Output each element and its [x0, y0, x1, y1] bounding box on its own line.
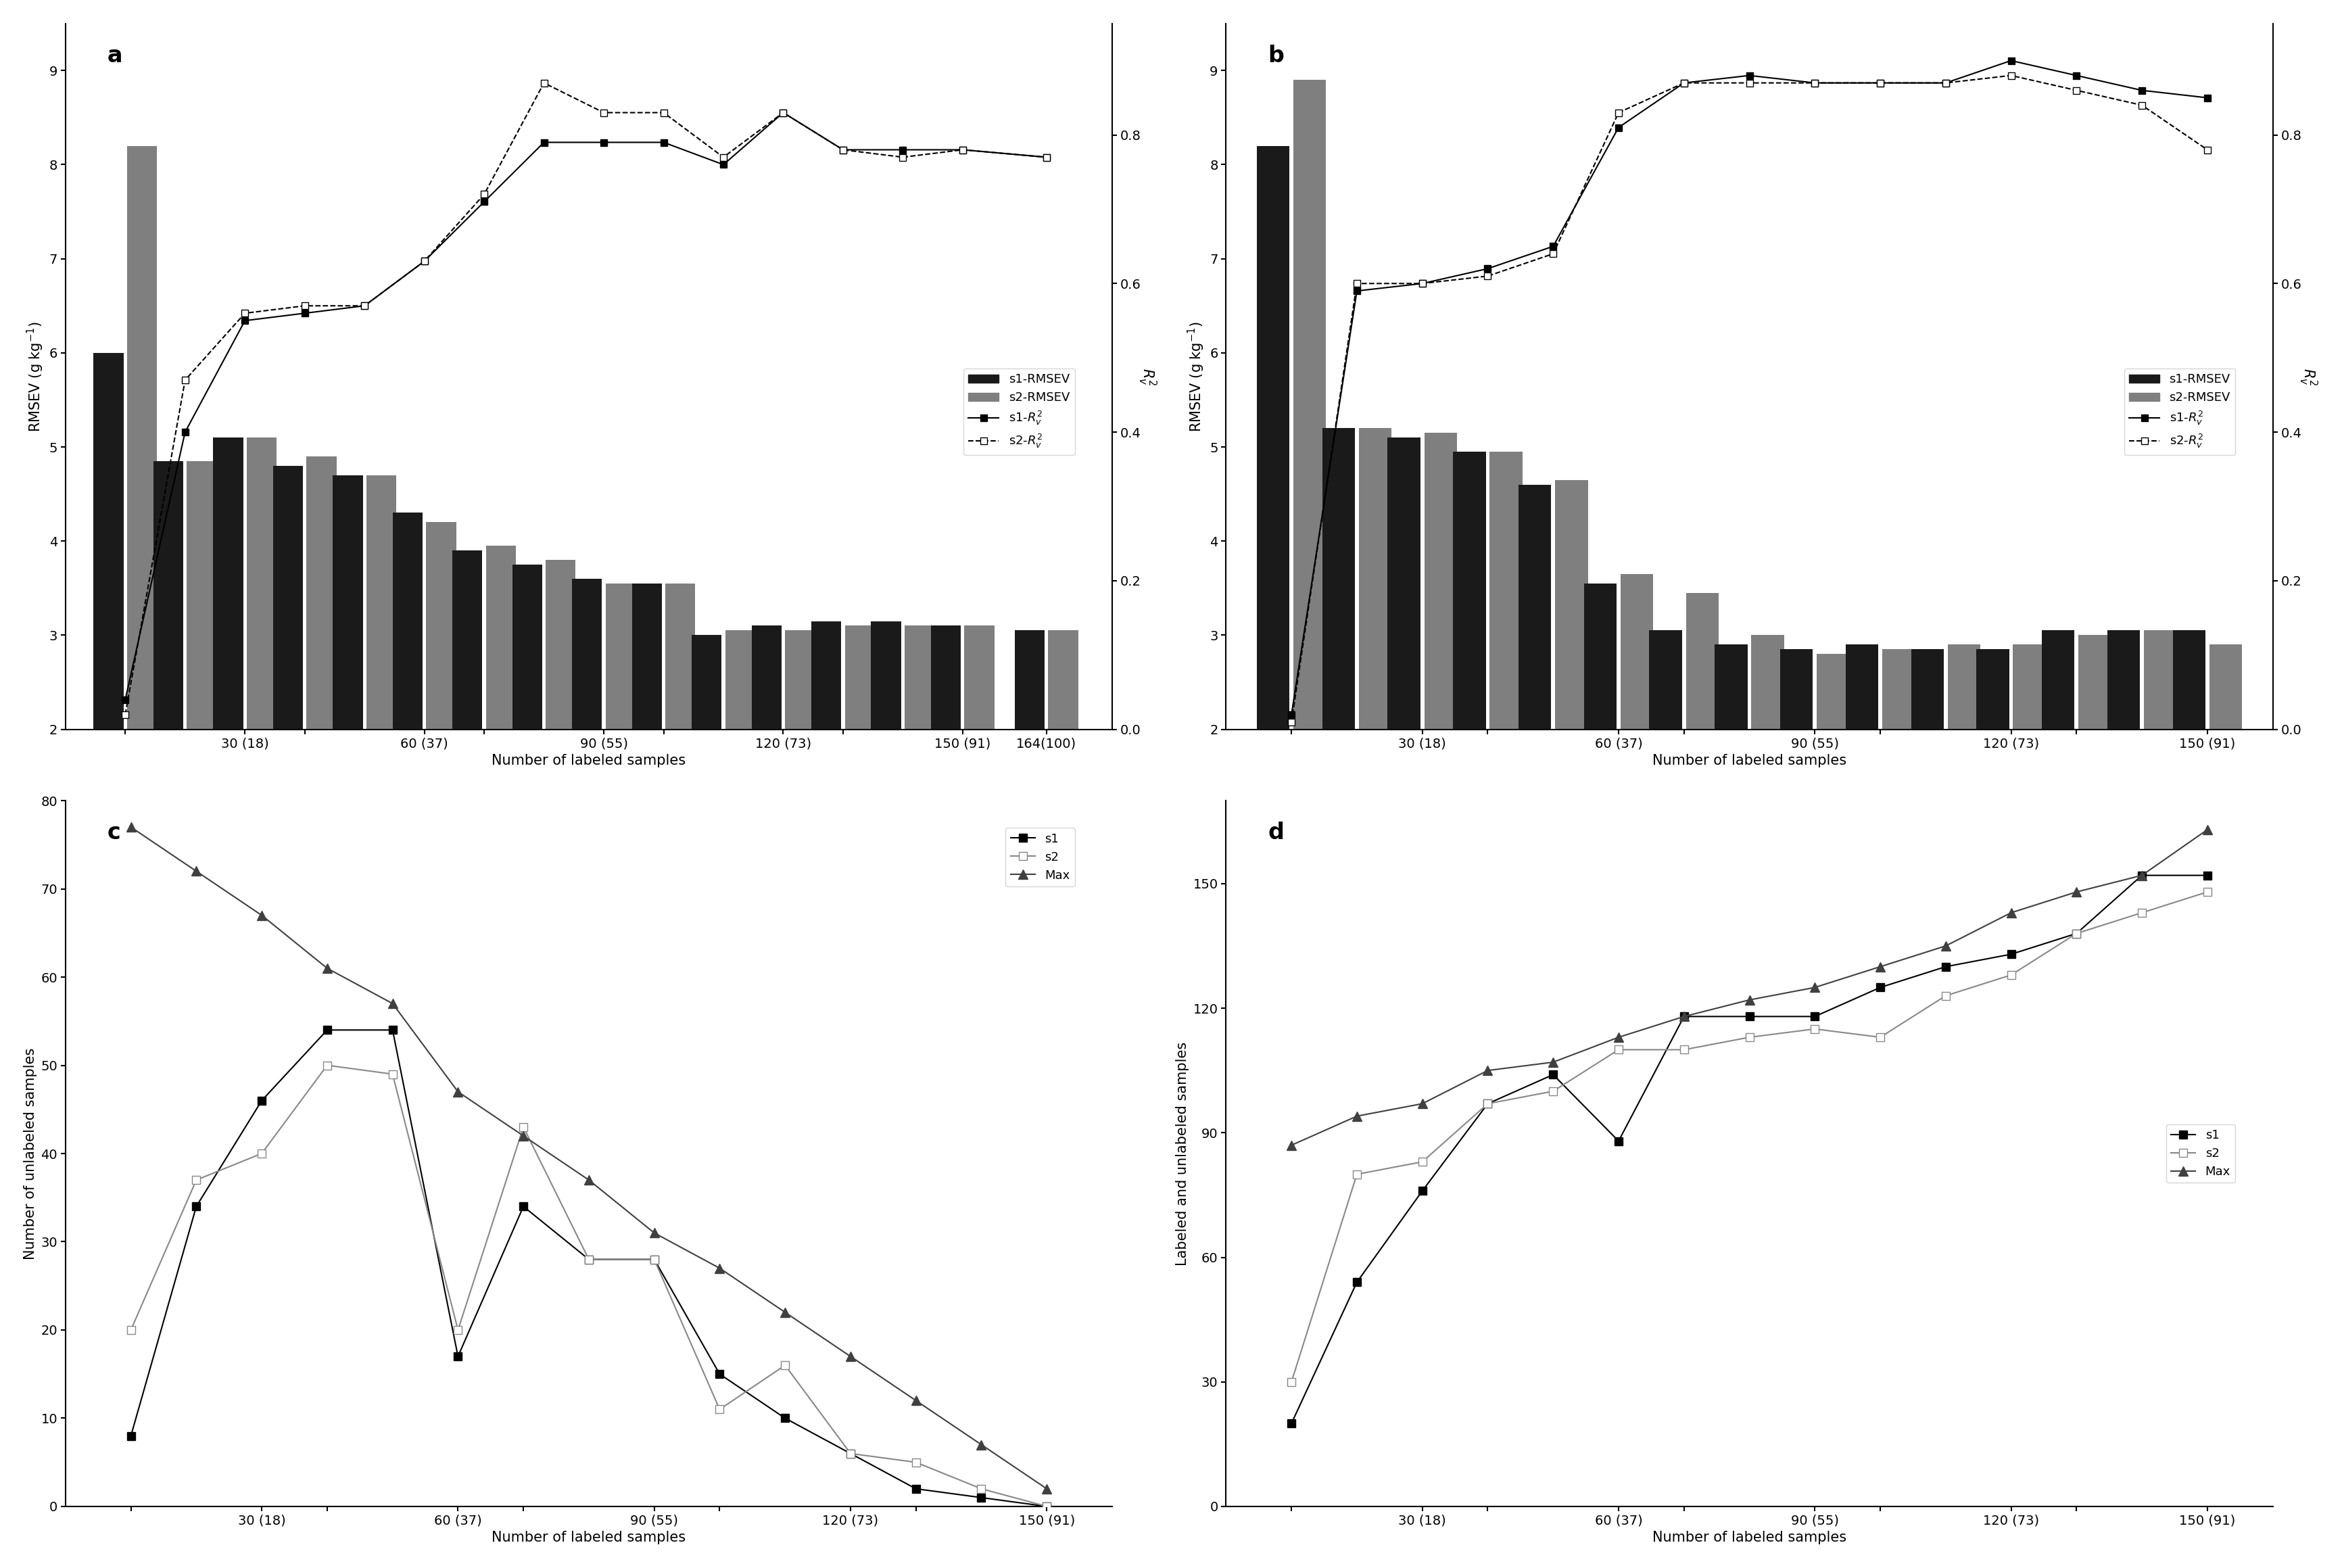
- Legend: s1, s2, Max: s1, s2, Max: [2166, 1124, 2234, 1182]
- Text: c: c: [108, 822, 122, 844]
- Bar: [2014, 644, 2047, 729]
- Bar: [1386, 437, 1419, 729]
- X-axis label: Number of labeled samples: Number of labeled samples: [1653, 754, 1845, 767]
- Bar: [871, 621, 902, 729]
- Bar: [246, 437, 276, 729]
- Bar: [1621, 574, 1653, 729]
- Bar: [632, 583, 663, 729]
- Bar: [1752, 635, 1785, 729]
- Bar: [2042, 630, 2075, 729]
- Bar: [1845, 644, 1878, 729]
- Bar: [1293, 80, 1326, 729]
- Y-axis label: Number of unlabeled samples: Number of unlabeled samples: [23, 1047, 37, 1259]
- Bar: [571, 579, 602, 729]
- Bar: [1358, 428, 1391, 729]
- Bar: [1518, 485, 1550, 729]
- Bar: [365, 475, 396, 729]
- Bar: [752, 626, 782, 729]
- Bar: [2143, 630, 2176, 729]
- Bar: [333, 475, 363, 729]
- Bar: [274, 466, 302, 729]
- Bar: [2209, 644, 2241, 729]
- Bar: [1977, 649, 2009, 729]
- Bar: [1649, 630, 1682, 729]
- Bar: [1911, 649, 1944, 729]
- Bar: [785, 630, 815, 729]
- Y-axis label: Labeled and unlabeled samples: Labeled and unlabeled samples: [1176, 1041, 1190, 1265]
- Bar: [1714, 644, 1747, 729]
- X-axis label: Number of labeled samples: Number of labeled samples: [492, 754, 686, 767]
- Bar: [1883, 649, 1916, 729]
- Bar: [187, 461, 218, 729]
- Bar: [94, 353, 124, 729]
- Bar: [452, 550, 482, 729]
- Bar: [546, 560, 576, 729]
- Y-axis label: RMSEV (g kg$^{-1}$): RMSEV (g kg$^{-1}$): [1185, 321, 1206, 431]
- Bar: [1424, 433, 1457, 729]
- Bar: [1258, 146, 1290, 729]
- Legend: s1-RMSEV, s2-RMSEV, s1-$R^2_v$, s2-$R^2_v$: s1-RMSEV, s2-RMSEV, s1-$R^2_v$, s2-$R^2_…: [2124, 368, 2234, 455]
- Bar: [1817, 654, 1850, 729]
- Bar: [152, 461, 183, 729]
- Y-axis label: $R^2_v$: $R^2_v$: [2298, 367, 2319, 386]
- Bar: [726, 630, 754, 729]
- Bar: [607, 583, 635, 729]
- Y-axis label: RMSEV (g kg$^{-1}$): RMSEV (g kg$^{-1}$): [26, 321, 44, 431]
- Bar: [810, 621, 841, 729]
- Bar: [426, 522, 457, 729]
- Y-axis label: $R^2_v$: $R^2_v$: [1136, 367, 1157, 386]
- Bar: [1583, 583, 1616, 729]
- Text: a: a: [108, 44, 122, 67]
- Bar: [1323, 428, 1356, 729]
- Bar: [1780, 649, 1813, 729]
- Bar: [1452, 452, 1485, 729]
- Text: b: b: [1267, 44, 1283, 67]
- Bar: [513, 564, 543, 729]
- Bar: [845, 626, 874, 729]
- Legend: s1-RMSEV, s2-RMSEV, s1-$R^2_v$, s2-$R^2_v$: s1-RMSEV, s2-RMSEV, s1-$R^2_v$, s2-$R^2_…: [963, 368, 1075, 455]
- Bar: [2173, 630, 2206, 729]
- Bar: [213, 437, 244, 729]
- Bar: [1490, 452, 1522, 729]
- Bar: [1686, 593, 1719, 729]
- Bar: [1014, 630, 1045, 729]
- X-axis label: Number of labeled samples: Number of labeled samples: [492, 1530, 686, 1544]
- Bar: [307, 456, 337, 729]
- Bar: [2108, 630, 2141, 729]
- Bar: [665, 583, 696, 729]
- Bar: [691, 635, 721, 729]
- Bar: [965, 626, 995, 729]
- Bar: [1555, 480, 1588, 729]
- Text: d: d: [1267, 822, 1283, 844]
- Bar: [1949, 644, 1981, 729]
- Bar: [1049, 630, 1077, 729]
- Bar: [2077, 635, 2110, 729]
- Bar: [393, 513, 422, 729]
- Bar: [485, 546, 515, 729]
- X-axis label: Number of labeled samples: Number of labeled samples: [1653, 1530, 1845, 1544]
- Bar: [932, 626, 960, 729]
- Legend: s1, s2, Max: s1, s2, Max: [1005, 828, 1075, 886]
- Bar: [904, 626, 934, 729]
- Bar: [126, 146, 157, 729]
